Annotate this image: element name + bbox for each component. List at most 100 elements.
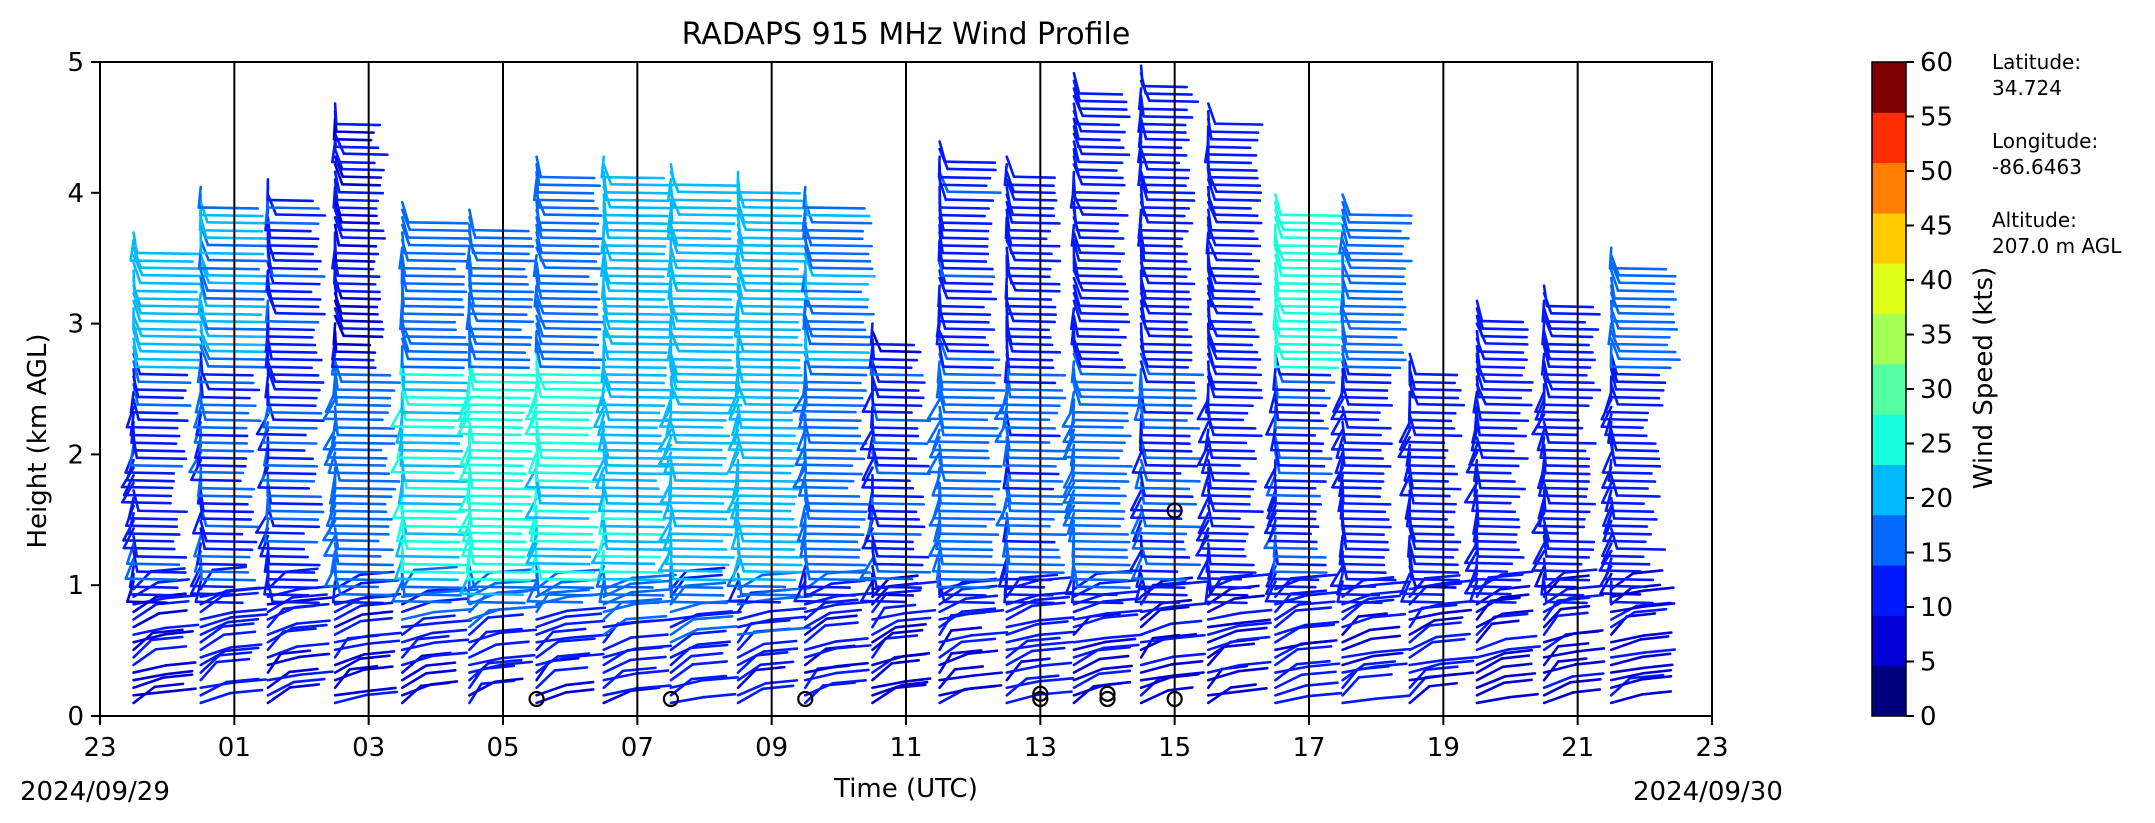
- barb-flag: [271, 281, 321, 286]
- barb-flag: [592, 478, 657, 482]
- barb-staff: [1274, 200, 1280, 224]
- barb-flag: [1025, 674, 1060, 681]
- barb-flag: [1642, 631, 1673, 637]
- colorbar-tick-label: 5: [1920, 648, 1937, 678]
- barb-flag: [266, 373, 320, 377]
- barb-flag: [1205, 570, 1257, 574]
- barb-staff: [193, 534, 203, 558]
- barb-flag: [736, 486, 801, 491]
- barb-flag: [468, 282, 530, 286]
- barb-flag: [1030, 601, 1066, 608]
- barb-flag: [1544, 577, 1591, 582]
- barb-flag: [528, 425, 593, 430]
- barb-staff: [1005, 619, 1041, 629]
- barb-flag: [875, 418, 932, 423]
- barb-flag: [1342, 532, 1386, 537]
- barb-staff: [1399, 572, 1412, 596]
- barb-staff: [132, 549, 139, 573]
- barb-flag: [1207, 175, 1259, 180]
- barb-flag: [1424, 665, 1459, 671]
- barb-flag: [564, 619, 606, 626]
- barb-staff: [1206, 663, 1242, 674]
- barb-staff: [1542, 481, 1551, 505]
- barb-staff: [1475, 307, 1485, 330]
- barb-flag: [659, 425, 724, 429]
- barb-flag: [634, 684, 672, 690]
- barb-flag: [165, 687, 197, 693]
- barb-flag: [274, 213, 327, 217]
- barb-flag: [1240, 687, 1268, 693]
- barb-flag: [794, 463, 854, 467]
- barb-flag: [333, 251, 380, 256]
- barb-flag: [1229, 683, 1257, 689]
- barb-flag: [466, 502, 532, 506]
- barb-flag: [532, 198, 595, 203]
- barb-flag: [1329, 584, 1377, 588]
- barb-staff: [1475, 596, 1503, 614]
- barb-flag: [1342, 464, 1392, 468]
- barb-flag: [937, 259, 988, 263]
- barb-flag: [877, 395, 925, 400]
- barb-staff: [1608, 246, 1613, 270]
- barb-staff: [1072, 87, 1082, 110]
- barb-staff: [468, 223, 473, 247]
- barb-staff: [199, 489, 205, 513]
- barb-flag: [860, 599, 907, 604]
- barb-staff: [466, 580, 471, 604]
- barb-flag: [1431, 637, 1466, 644]
- barb-flag: [1340, 570, 1387, 574]
- barb-flag: [1144, 297, 1192, 301]
- barb-flag: [1548, 357, 1596, 362]
- barb-staff: [333, 102, 338, 126]
- barb-staff: [669, 654, 693, 674]
- barb-flag: [1214, 281, 1262, 286]
- barb-staff: [1542, 675, 1574, 690]
- barb-flag: [406, 259, 471, 263]
- barb-flag: [1008, 206, 1055, 210]
- barb-flag: [471, 547, 537, 552]
- barb-flag: [1147, 281, 1196, 286]
- barb-staff: [1139, 636, 1176, 644]
- barb-flag: [873, 441, 929, 445]
- barb-staff: [599, 549, 606, 573]
- barb-flag: [1538, 524, 1586, 529]
- barb-flag: [696, 625, 738, 631]
- barb-staff: [871, 626, 898, 644]
- barb-staff: [199, 660, 218, 682]
- barb-flag: [671, 312, 736, 316]
- barb-flag: [1615, 547, 1667, 551]
- barb-flag: [360, 610, 394, 616]
- barb-staff: [1609, 436, 1615, 460]
- barb-flag: [1550, 334, 1594, 339]
- barb-flag: [497, 605, 540, 611]
- barb-flag: [602, 350, 668, 354]
- barb-staff: [468, 608, 501, 621]
- barb-flag: [876, 570, 932, 574]
- barb-staff: [1603, 557, 1613, 581]
- barb-staff: [1542, 681, 1572, 697]
- barb-flag: [1131, 547, 1186, 551]
- barb-staff: [1134, 466, 1143, 490]
- barb-flag: [1005, 304, 1057, 309]
- barb-flag: [1078, 107, 1128, 111]
- barb-staff: [1341, 238, 1352, 262]
- barb-flag: [530, 570, 596, 574]
- barb-flag: [272, 304, 320, 309]
- barb-flag: [621, 666, 657, 673]
- barb-flag: [1008, 373, 1067, 377]
- barb-flag: [541, 334, 598, 339]
- barb-flag: [701, 675, 739, 682]
- barb-flag: [1343, 441, 1393, 445]
- barb-staff: [1196, 519, 1210, 542]
- barb-flag: [1612, 304, 1671, 309]
- barb-staff: [602, 443, 609, 467]
- barb-staff: [1408, 352, 1417, 376]
- barb-staff: [798, 474, 807, 497]
- barb-flag: [864, 539, 914, 544]
- barb-staff: [602, 398, 611, 421]
- barb-staff: [797, 458, 807, 482]
- barb-staff: [468, 565, 476, 588]
- barb-flag: [1340, 319, 1402, 324]
- barb-flag: [202, 509, 255, 514]
- barb-flag: [1007, 266, 1052, 271]
